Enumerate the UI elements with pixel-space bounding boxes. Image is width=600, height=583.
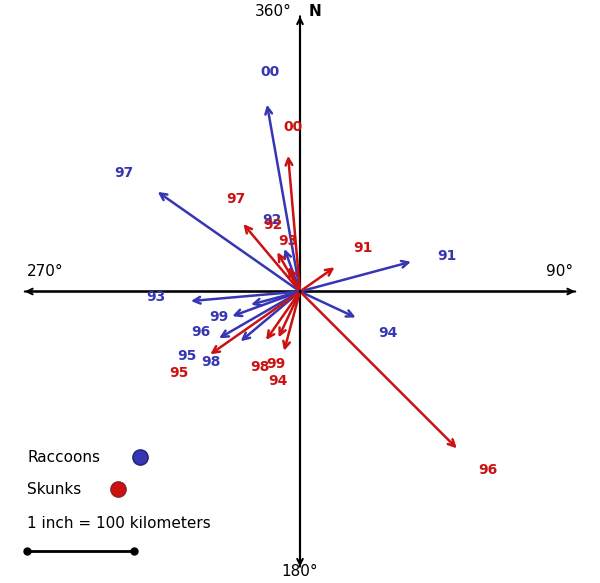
Text: Raccoons: Raccoons	[28, 449, 100, 465]
Text: 00: 00	[283, 121, 302, 135]
Text: 91: 91	[353, 241, 373, 255]
Text: 97: 97	[114, 166, 133, 180]
Text: N: N	[308, 4, 322, 19]
Text: 00: 00	[260, 65, 279, 79]
Text: 270°: 270°	[28, 264, 64, 279]
Text: 95: 95	[178, 349, 197, 363]
Text: 180°: 180°	[281, 564, 319, 579]
Text: 96: 96	[191, 325, 211, 339]
Text: 99: 99	[266, 357, 286, 371]
Text: 91: 91	[437, 249, 457, 263]
Text: 98: 98	[201, 355, 221, 369]
Text: 90°: 90°	[545, 264, 572, 279]
Text: 94: 94	[269, 374, 288, 388]
Text: 99: 99	[209, 310, 229, 324]
Text: 93: 93	[278, 234, 298, 248]
Text: 92: 92	[262, 213, 281, 227]
Text: 93: 93	[146, 290, 166, 304]
Text: 360°: 360°	[254, 4, 292, 19]
Text: 97: 97	[226, 192, 245, 206]
Text: 92: 92	[263, 217, 283, 231]
Text: 95: 95	[170, 366, 189, 380]
Text: 1 inch = 100 kilometers: 1 inch = 100 kilometers	[28, 516, 211, 531]
Text: Skunks: Skunks	[28, 482, 82, 497]
Text: 98: 98	[250, 360, 269, 374]
Text: 96: 96	[478, 463, 497, 477]
Text: 94: 94	[379, 326, 398, 340]
